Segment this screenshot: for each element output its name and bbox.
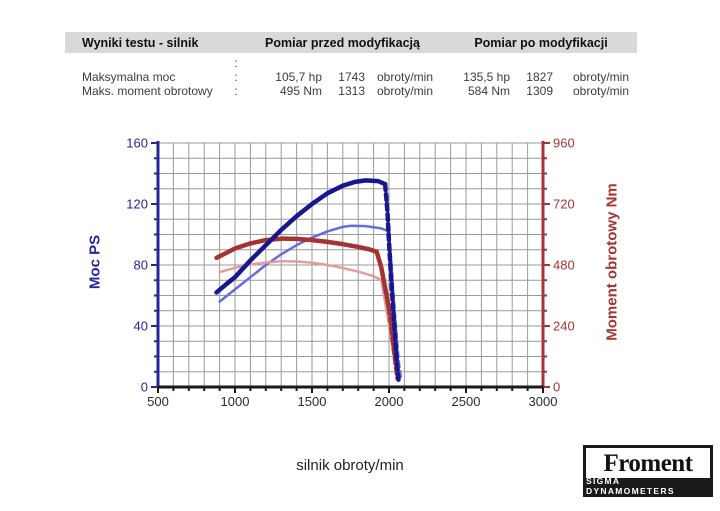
svg-text:120: 120 xyxy=(126,197,148,212)
after-unit: obroty/min xyxy=(573,70,630,84)
svg-text:0: 0 xyxy=(553,380,560,395)
before-rpm: 1313 xyxy=(338,84,365,98)
results-table-header: Wyniki testu - silnik Pomiar przed modyf… xyxy=(65,32,637,53)
row-colon: : xyxy=(234,70,238,84)
y-axis-left-title: Moc PS xyxy=(86,234,104,290)
after-rpm: 1309 xyxy=(526,84,553,98)
after-rpm: 1827 xyxy=(526,70,553,84)
svg-text:1500: 1500 xyxy=(298,394,327,409)
logo-brand-text: Froment xyxy=(603,449,693,477)
after-unit: obroty/min xyxy=(573,84,630,98)
before-unit: obroty/min xyxy=(377,70,434,84)
row-label: Maksymalna moc xyxy=(82,70,176,84)
stray-colon: : xyxy=(234,56,238,70)
y-axis-right-title: Moment obrotowy Nm xyxy=(603,183,621,341)
header-before-modification: Pomiar przed modyfikacją xyxy=(265,35,420,50)
svg-text:240: 240 xyxy=(553,319,575,334)
logo-subtitle: SIGMA DYNAMOMETERS xyxy=(586,476,710,496)
before-rpm: 1743 xyxy=(338,70,365,84)
svg-text:720: 720 xyxy=(553,197,575,212)
table-row-max-power: Maksymalna moc : 105,7 hp 1743 obroty/mi… xyxy=(65,71,637,84)
svg-text:0: 0 xyxy=(141,380,148,395)
header-test-results: Wyniki testu - silnik xyxy=(82,35,199,50)
svg-text:3000: 3000 xyxy=(529,394,558,409)
froment-logo: Froment SIGMA DYNAMOMETERS xyxy=(583,445,713,497)
svg-text:160: 160 xyxy=(126,136,148,151)
x-axis-title: silnik obroty/min xyxy=(296,457,404,474)
svg-text:500: 500 xyxy=(147,394,169,409)
svg-text:40: 40 xyxy=(134,319,148,334)
results-table: Wyniki testu - silnik Pomiar przed modyf… xyxy=(65,32,637,98)
svg-text:480: 480 xyxy=(553,258,575,273)
svg-text:2000: 2000 xyxy=(375,394,404,409)
after-value: 584 Nm xyxy=(467,84,510,98)
before-value: 495 Nm xyxy=(279,84,322,98)
row-label: Maks. moment obrotowy xyxy=(82,84,213,98)
svg-text:80: 80 xyxy=(134,258,148,273)
before-value: 105,7 hp xyxy=(275,70,322,84)
after-value: 135,5 hp xyxy=(463,70,510,84)
svg-text:960: 960 xyxy=(553,136,575,151)
svg-text:1000: 1000 xyxy=(221,394,250,409)
colon-row: : xyxy=(65,57,637,70)
svg-text:2500: 2500 xyxy=(452,394,481,409)
before-unit: obroty/min xyxy=(377,84,434,98)
row-colon: : xyxy=(234,84,238,98)
table-row-max-torque: Maks. moment obrotowy : 495 Nm 1313 obro… xyxy=(65,85,637,98)
header-after-modification: Pomiar po modyfikacji xyxy=(474,35,608,50)
